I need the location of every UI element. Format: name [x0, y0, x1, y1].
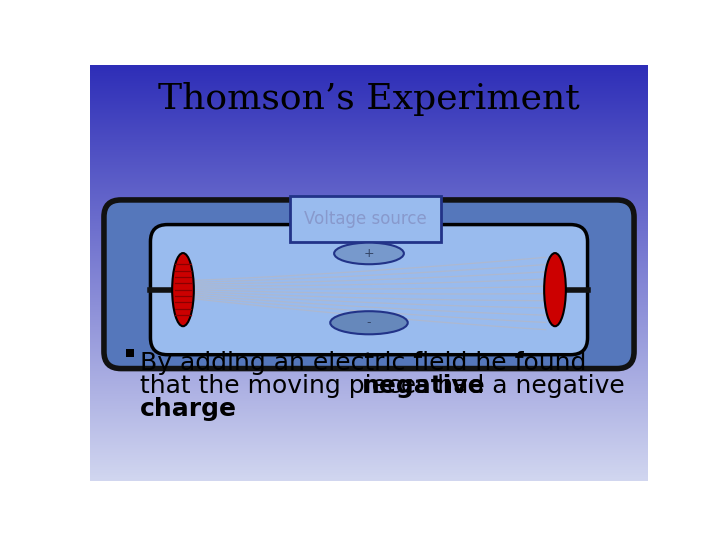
- Text: By adding an electric field he found: By adding an electric field he found: [140, 351, 586, 375]
- FancyBboxPatch shape: [104, 200, 634, 369]
- Text: +: +: [364, 247, 374, 260]
- Text: Thomson’s Experiment: Thomson’s Experiment: [158, 82, 580, 116]
- Ellipse shape: [172, 253, 194, 326]
- Ellipse shape: [544, 253, 566, 326]
- Ellipse shape: [330, 311, 408, 334]
- Bar: [126, 349, 134, 357]
- Text: negative: negative: [362, 374, 486, 399]
- Text: -: -: [366, 316, 372, 329]
- Text: that the moving pieces had a negative: that the moving pieces had a negative: [140, 374, 624, 399]
- FancyBboxPatch shape: [290, 195, 441, 242]
- FancyBboxPatch shape: [150, 225, 588, 355]
- Ellipse shape: [334, 242, 404, 264]
- Text: Voltage source: Voltage source: [304, 210, 427, 228]
- Text: charge: charge: [140, 397, 237, 421]
